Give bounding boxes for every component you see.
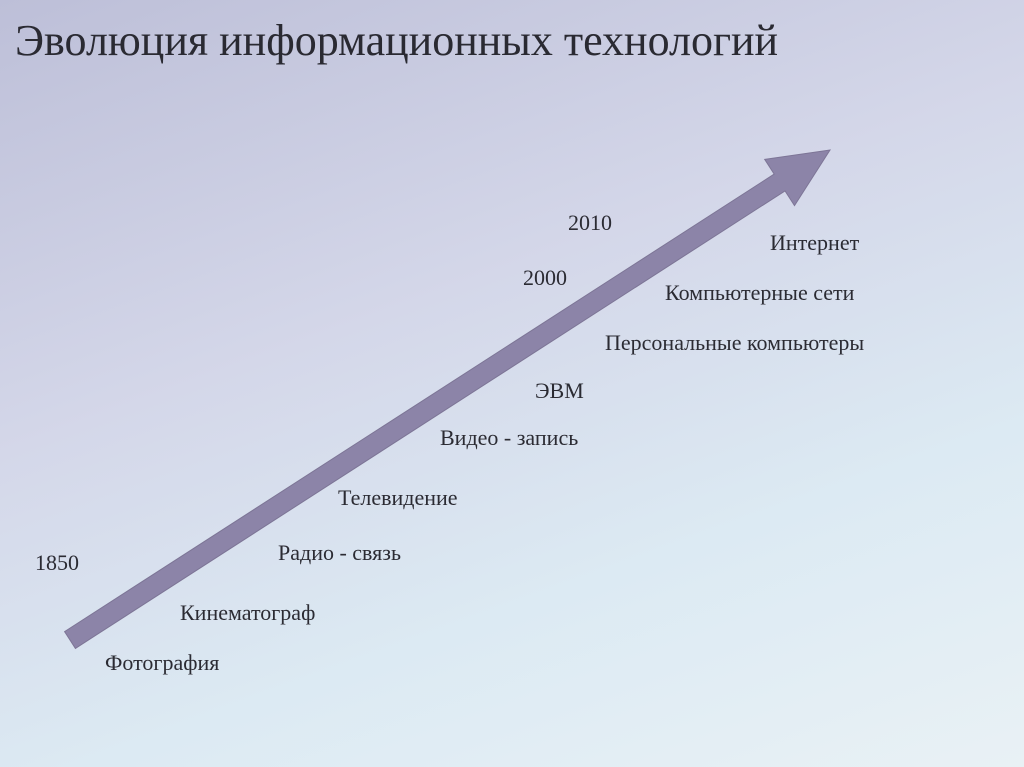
timeline-label: 1850: [35, 550, 79, 576]
timeline-label: Кинематограф: [180, 600, 315, 626]
timeline-label: Фотография: [105, 650, 219, 676]
timeline-label: Телевидение: [338, 485, 458, 511]
slide-title: Эволюция информационных технологий: [15, 15, 778, 66]
timeline-label: ЭВМ: [535, 378, 584, 404]
timeline-label: Видео - запись: [440, 425, 578, 451]
timeline-label: 2010: [568, 210, 612, 236]
slide: Эволюция информационных технологий Фотог…: [0, 0, 1024, 767]
timeline-label: Компьютерные сети: [665, 280, 854, 306]
timeline-label: 2000: [523, 265, 567, 291]
timeline-label: Интернет: [770, 230, 859, 256]
timeline-label: Персональные компьютеры: [605, 330, 864, 356]
timeline-label: Радио - связь: [278, 540, 401, 566]
